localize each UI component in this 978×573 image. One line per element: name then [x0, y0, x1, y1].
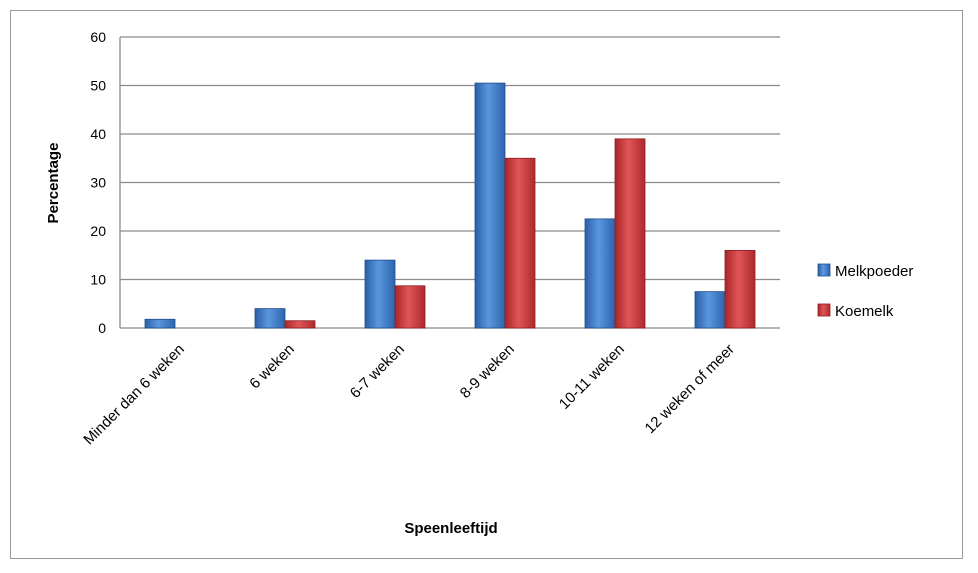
bar-koemelk-5 [724, 249, 756, 329]
legend: Melkpoeder Koemelk [817, 263, 913, 320]
y-tick-label: 50 [90, 78, 106, 94]
x-tick-label: 6-7 weken [347, 341, 408, 402]
bar-melkpoeder-0 [144, 318, 176, 329]
legend-label-melkpoeder: Melkpoeder [835, 263, 913, 280]
gridlines [119, 36, 780, 329]
y-tick-label: 40 [90, 126, 106, 142]
y-tick-label: 20 [90, 223, 106, 239]
y-axis-title: Percentage [45, 143, 62, 224]
y-tick-labels: 0 10 20 30 40 50 60 [90, 29, 106, 336]
x-tick-label: Minder dan 6 weken [80, 341, 188, 449]
x-tick-label: 10-11 weken [556, 341, 628, 413]
legend-label-koemelk: Koemelk [835, 303, 894, 320]
x-axis-title: Speenleeftijd [404, 520, 497, 537]
bars [144, 82, 756, 329]
bar-koemelk-2 [394, 285, 426, 329]
bar-koemelk-3 [504, 157, 536, 329]
bar-melkpoeder-5 [694, 291, 726, 329]
y-tick-label: 60 [90, 29, 106, 45]
y-tick-label: 30 [90, 175, 106, 191]
y-tick-label: 10 [90, 272, 106, 288]
y-tick-label: 0 [98, 320, 106, 336]
x-tick-labels: Minder dan 6 weken 6 weken 6-7 weken 8-9 we… [80, 341, 738, 449]
bar-melkpoeder-2 [364, 259, 396, 329]
bar-melkpoeder-4 [584, 218, 616, 329]
legend-swatch-koemelk [817, 303, 831, 317]
x-tick-label: 12 weken of meer [641, 341, 737, 437]
x-tick-label: 6 weken [246, 341, 298, 393]
legend-swatch-melkpoeder [817, 263, 831, 277]
bar-koemelk-4 [614, 138, 646, 329]
bar-melkpoeder-1 [254, 308, 286, 329]
x-tick-label: 8-9 weken [457, 341, 518, 402]
bar-melkpoeder-3 [474, 82, 506, 329]
bar-koemelk-1 [284, 320, 316, 329]
